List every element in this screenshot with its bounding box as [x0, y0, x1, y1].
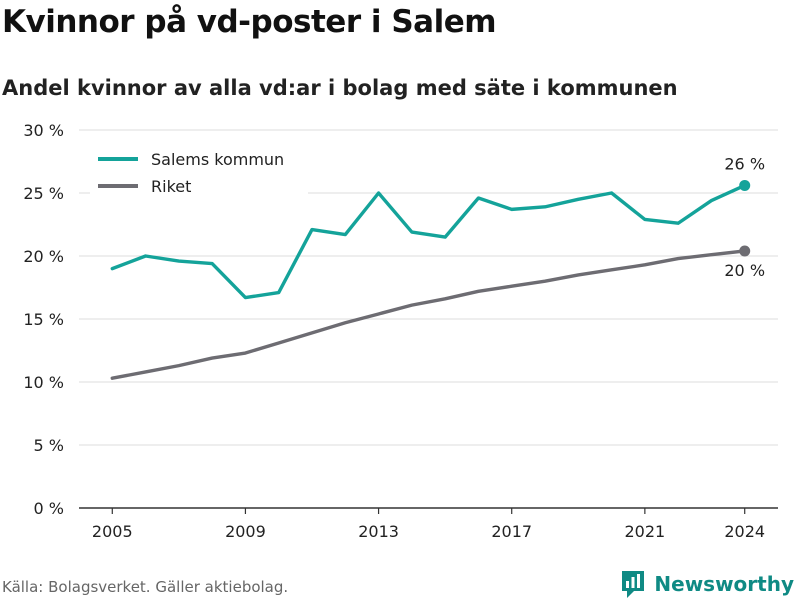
brand[interactable]: Newsworthy [620, 569, 794, 599]
axes: 0 % 5 % 10 % 15 % 20 % 25 % 30 % 2005 2009 2013 20… [23, 121, 778, 541]
legend-label: Riket [151, 177, 191, 196]
legend-label: Salems kommun [151, 150, 284, 169]
series-line-salem [110, 183, 747, 300]
x-tick-label: 2021 [624, 522, 665, 541]
y-tick-label: 30 % [23, 121, 64, 140]
newsworthy-logo-icon [622, 571, 645, 598]
chart-subtitle: Andel kvinnor av alla vd:ar i bolag med … [2, 76, 678, 100]
line-chart: 0 % 5 % 10 % 15 % 20 % 25 % 30 % 2005 2009 2013 20… [23, 121, 778, 541]
y-tick-label: 20 % [23, 247, 64, 266]
x-tick-label: 2009 [225, 522, 266, 541]
end-value-label: 20 % [724, 261, 765, 280]
legend: Salems kommun Riket [90, 143, 308, 196]
x-tick-label: 2017 [491, 522, 532, 541]
x-tick-label: 2024 [724, 522, 765, 541]
end-value-label: 26 % [724, 154, 765, 173]
source-note: Källa: Bolagsverket. Gäller aktiebolag. [2, 578, 289, 596]
x-tick-label: 2005 [92, 522, 133, 541]
series-lines: 26 % 20 % [110, 154, 765, 380]
brand-name: Newsworthy [654, 572, 794, 596]
chart-title: Kvinnor på vd-poster i Salem [2, 4, 497, 40]
y-tick-label: 0 % [34, 499, 64, 518]
series-line-riket [110, 249, 747, 380]
y-tick-label: 25 % [23, 184, 64, 203]
y-tick-label: 15 % [23, 310, 64, 329]
y-tick-label: 10 % [23, 373, 64, 392]
x-tick-label: 2013 [358, 522, 399, 541]
end-point-marker [739, 245, 751, 257]
y-tick-label: 5 % [34, 436, 64, 455]
end-point-marker [739, 179, 751, 191]
